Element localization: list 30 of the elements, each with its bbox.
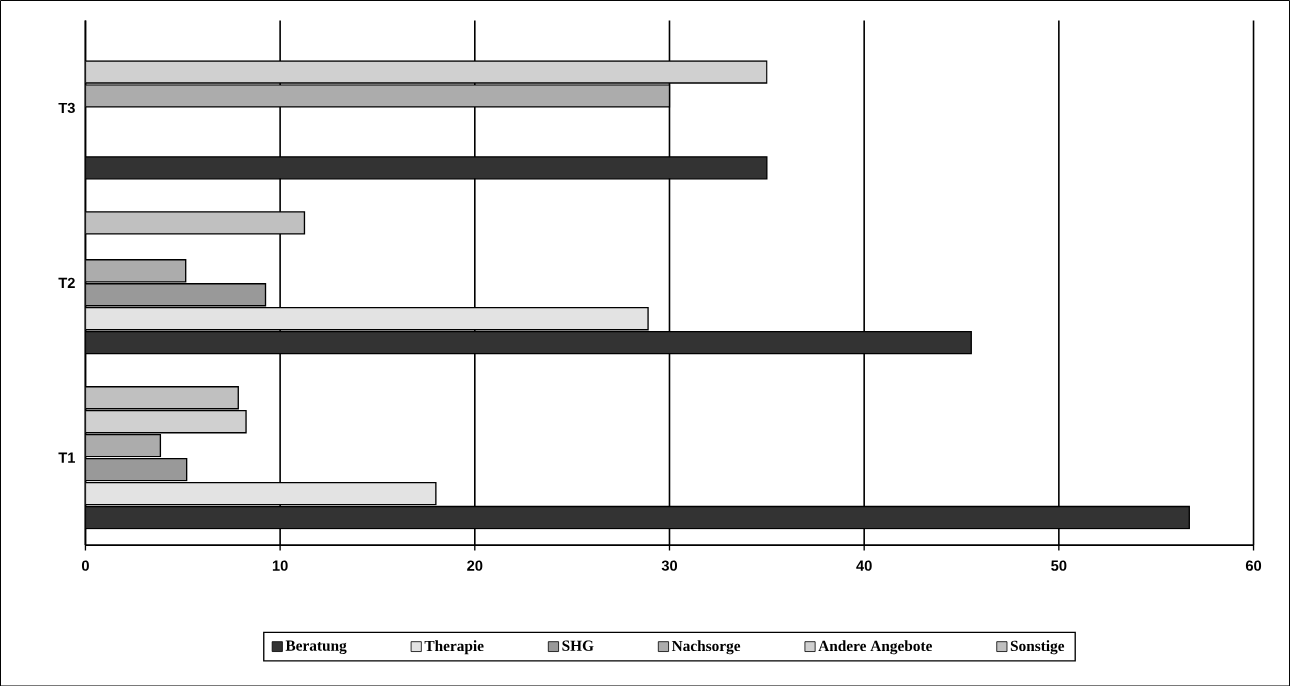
legend-label: SHG bbox=[562, 640, 594, 651]
x-tick-label: 30 bbox=[661, 560, 678, 571]
bar bbox=[85, 330, 972, 355]
bar bbox=[85, 481, 437, 506]
x-tick-label: 60 bbox=[1245, 560, 1262, 571]
bar bbox=[85, 258, 187, 283]
bar bbox=[85, 155, 768, 180]
x-tick-label: 40 bbox=[856, 560, 872, 571]
bar bbox=[85, 409, 247, 434]
bar bbox=[85, 210, 306, 235]
bar bbox=[85, 433, 162, 458]
x-tick-label: 0 bbox=[81, 560, 89, 571]
legend-label: Sonstige bbox=[1010, 640, 1065, 655]
bar bbox=[85, 60, 768, 84]
x-tick-label: 20 bbox=[467, 560, 483, 571]
bar bbox=[85, 306, 649, 331]
legend-label: Nachsorge bbox=[671, 640, 741, 655]
legend-label: Therapie bbox=[424, 640, 484, 654]
bar bbox=[85, 84, 671, 108]
bar bbox=[85, 385, 239, 410]
bar bbox=[85, 282, 267, 307]
x-tick-label: 10 bbox=[272, 560, 288, 571]
bar bbox=[85, 457, 188, 482]
y-tick-label: T1 bbox=[58, 452, 75, 463]
legend-label: Beratung bbox=[285, 640, 347, 654]
y-tick-label: T2 bbox=[58, 277, 75, 288]
legend-label: Andere Angebote bbox=[818, 640, 932, 655]
bar bbox=[85, 505, 1190, 529]
x-tick-label: 50 bbox=[1051, 560, 1067, 571]
y-tick-label: T3 bbox=[58, 102, 75, 113]
